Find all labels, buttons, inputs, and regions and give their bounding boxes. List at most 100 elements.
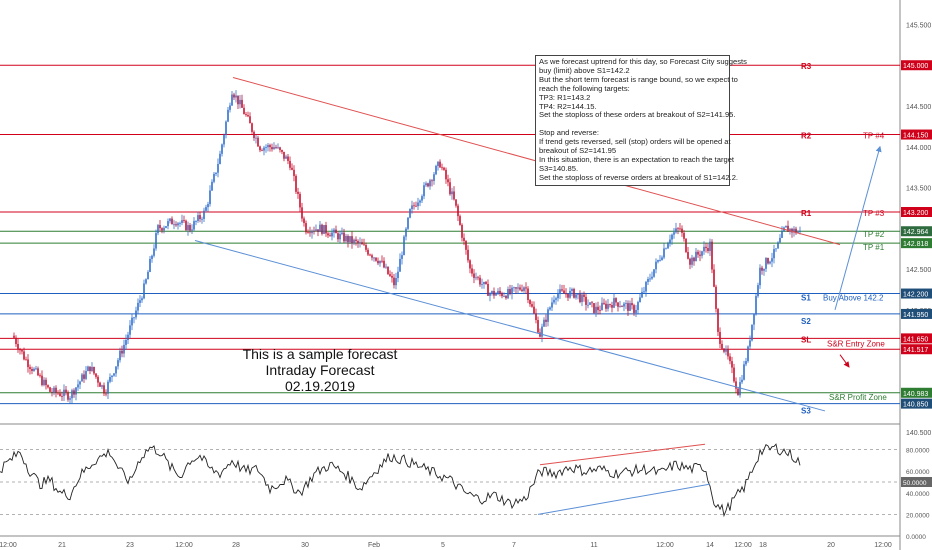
candle-body [617, 302, 619, 307]
candle-body [35, 368, 37, 370]
candle-body [259, 146, 261, 151]
time-tick-label: 23 [126, 542, 134, 549]
candle-body [647, 279, 649, 282]
candle-body [501, 293, 503, 297]
candle-body [123, 344, 125, 354]
candle-body [449, 182, 451, 195]
candle-body [49, 387, 51, 392]
candle-body [77, 384, 79, 388]
candle-body [197, 215, 199, 221]
level-label: S1 [801, 294, 811, 303]
time-tick-label: 12:00 [656, 542, 674, 549]
level-side-label: TP #2 [863, 230, 885, 239]
candle-body [535, 313, 537, 321]
candle-body [527, 288, 529, 300]
candle-body [217, 164, 219, 173]
candle-body [187, 225, 189, 231]
candle-body [319, 224, 321, 232]
candle-body [685, 238, 687, 253]
candle-body [593, 303, 595, 313]
candle-body [295, 175, 297, 192]
candle-body [269, 145, 271, 148]
level-label: R2 [801, 132, 812, 141]
candle-body [653, 269, 655, 277]
candle-body [219, 153, 221, 165]
candle-body [615, 298, 617, 303]
candle-body [311, 230, 313, 234]
candle-body [275, 147, 277, 148]
candle-body [537, 320, 539, 333]
candle-body [607, 304, 609, 309]
candle-body [95, 373, 97, 377]
candle-body [603, 302, 605, 304]
candle-body [255, 137, 257, 139]
candle-body [423, 185, 425, 197]
candle-body [117, 360, 119, 367]
candle-body [189, 225, 191, 231]
candle-body [481, 284, 483, 285]
candle-body [355, 239, 357, 241]
candle-body [119, 350, 121, 361]
candle-body [211, 181, 213, 191]
candle-body [513, 287, 515, 289]
candle-body [627, 303, 629, 311]
candle-body [227, 109, 229, 122]
candle-body [523, 287, 525, 291]
note-line: But the short term forecast is range bou… [539, 74, 738, 84]
candle-body [725, 349, 727, 352]
candle-body [741, 379, 743, 383]
candle-body [403, 236, 405, 256]
candle-body [213, 173, 215, 182]
forecast-note-box: As we forecast uptrend for this day, so … [535, 55, 747, 186]
level-label: S3 [801, 407, 811, 416]
candle-body [467, 249, 469, 261]
candle-body [61, 395, 63, 397]
price-candles [13, 90, 801, 404]
candle-body [349, 236, 351, 243]
candle-body [153, 248, 155, 256]
note-line: As we forecast uptrend for this day, so … [539, 57, 747, 66]
candle-body [735, 381, 737, 389]
candle-body [103, 385, 105, 394]
level-label: S2 [801, 317, 811, 326]
price-tag-label: 140.850 [903, 402, 928, 409]
candle-body [793, 228, 795, 233]
candle-body [795, 228, 797, 234]
candle-body [561, 289, 563, 291]
time-tick-label: Feb [368, 542, 380, 549]
candle-body [573, 289, 575, 298]
time-tick-label: 7 [512, 542, 516, 549]
candle-body [495, 293, 497, 296]
candle-body [563, 290, 565, 294]
time-tick-label: 12:00 [874, 542, 892, 549]
candle-body [151, 255, 153, 259]
candle-body [171, 218, 173, 225]
price-tick-label: 140.500 [906, 430, 931, 437]
candle-body [417, 202, 419, 207]
candle-body [585, 296, 587, 305]
candle-body [65, 389, 67, 393]
candle-body [415, 205, 417, 207]
candle-body [267, 145, 269, 148]
candle-body [299, 193, 301, 208]
candle-body [441, 167, 443, 169]
candle-body [399, 258, 401, 272]
candle-body [79, 381, 81, 385]
candle-body [99, 382, 101, 387]
candle-body [775, 248, 777, 250]
candle-body [73, 390, 75, 395]
candle-body [771, 258, 773, 262]
candle-body [565, 293, 567, 295]
candle-body [665, 248, 667, 250]
candle-body [643, 291, 645, 293]
candle-body [533, 306, 535, 314]
candle-body [721, 343, 723, 349]
candle-body [521, 289, 523, 291]
candle-body [475, 277, 477, 279]
note-line: TP3: R1=143.2 [539, 92, 591, 102]
candle-body [731, 361, 733, 368]
candle-body [477, 277, 479, 279]
candle-body [577, 294, 579, 295]
candle-body [161, 228, 163, 231]
price-tag [901, 308, 932, 319]
